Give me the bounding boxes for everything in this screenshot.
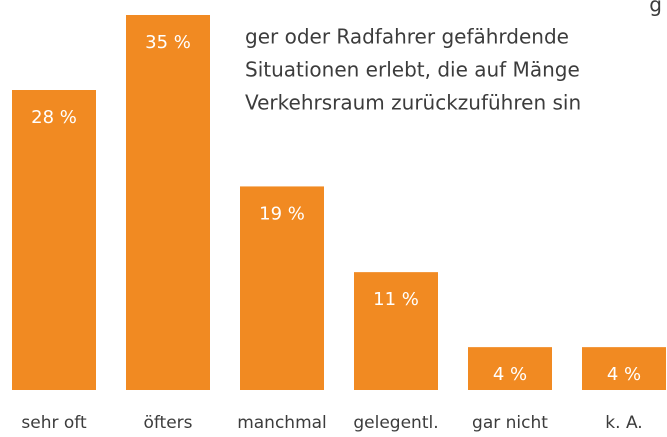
bar bbox=[12, 90, 96, 390]
x-tick-label: manchmal bbox=[237, 413, 327, 433]
value-label: 11 % bbox=[373, 289, 419, 310]
bar bbox=[468, 347, 552, 390]
annotation: Verkehrsraum zurückzuführen sin bbox=[245, 91, 581, 115]
annotation: ger oder Radfahrer gefährdende bbox=[245, 25, 569, 49]
value-label: 4 % bbox=[607, 364, 641, 385]
value-label: 4 % bbox=[493, 364, 527, 385]
x-tick-label: k. A. bbox=[605, 413, 642, 433]
x-tick-label: gelegentl. bbox=[353, 413, 438, 433]
annotation: g bbox=[649, 0, 662, 17]
value-label: 28 % bbox=[31, 107, 77, 128]
bar bbox=[240, 186, 324, 390]
x-tick-label: sehr oft bbox=[21, 413, 87, 433]
value-label: 35 % bbox=[145, 32, 191, 53]
x-tick-label: gar nicht bbox=[472, 413, 548, 433]
x-tick-label: öfters bbox=[143, 413, 192, 433]
annotation: Situationen erlebt, die auf Mänge bbox=[245, 58, 580, 82]
bar bbox=[126, 15, 210, 390]
bar bbox=[354, 272, 438, 390]
value-label: 19 % bbox=[259, 203, 305, 224]
bar bbox=[582, 347, 666, 390]
